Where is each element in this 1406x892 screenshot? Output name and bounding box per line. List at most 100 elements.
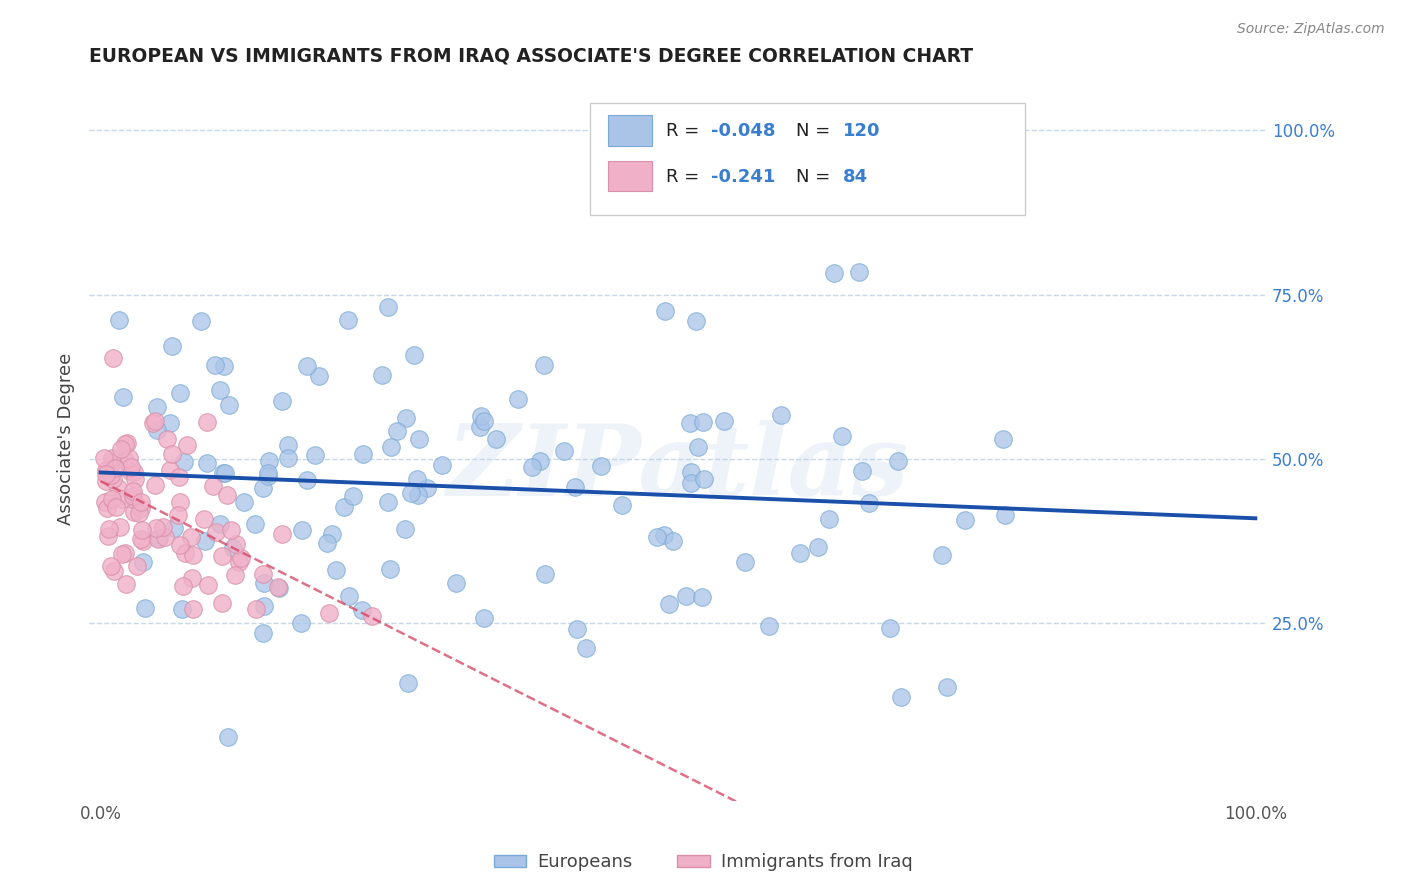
Point bbox=[208, 383, 231, 397]
Point bbox=[468, 420, 491, 434]
Point bbox=[122, 505, 145, 519]
Point bbox=[252, 482, 274, 496]
Point bbox=[131, 523, 153, 537]
Point bbox=[316, 536, 339, 550]
Point bbox=[253, 599, 276, 614]
Point bbox=[129, 532, 152, 546]
Text: N =: N = bbox=[796, 168, 835, 186]
Text: Source: ZipAtlas.com: Source: ZipAtlas.com bbox=[1237, 22, 1385, 37]
Point bbox=[690, 590, 713, 604]
Point bbox=[174, 546, 197, 560]
Legend: Europeans, Immigrants from Iraq: Europeans, Immigrants from Iraq bbox=[486, 847, 920, 879]
Point bbox=[115, 577, 138, 591]
Point bbox=[377, 301, 399, 315]
Point bbox=[380, 440, 402, 454]
Point bbox=[851, 465, 873, 479]
Point bbox=[297, 473, 319, 487]
Text: N =: N = bbox=[796, 121, 835, 140]
Point bbox=[332, 500, 354, 514]
Point bbox=[325, 563, 347, 577]
Point bbox=[224, 567, 246, 582]
Point bbox=[181, 602, 204, 616]
Point bbox=[118, 451, 141, 466]
Point bbox=[931, 548, 953, 562]
Point bbox=[769, 408, 792, 422]
Point bbox=[205, 525, 228, 540]
Point bbox=[352, 447, 374, 461]
Point bbox=[122, 465, 145, 479]
Point bbox=[193, 512, 215, 526]
Point bbox=[97, 529, 120, 543]
Point bbox=[291, 523, 314, 537]
Point bbox=[96, 501, 118, 516]
FancyBboxPatch shape bbox=[609, 115, 652, 145]
Point bbox=[245, 602, 267, 616]
Point bbox=[485, 432, 508, 446]
Point bbox=[146, 423, 169, 437]
Point bbox=[132, 534, 155, 549]
Point bbox=[645, 530, 668, 544]
Point bbox=[103, 565, 125, 579]
Point bbox=[243, 516, 266, 531]
Point bbox=[156, 433, 179, 447]
Point bbox=[212, 359, 235, 374]
Point bbox=[167, 470, 190, 484]
Point bbox=[225, 537, 247, 551]
Point bbox=[259, 454, 281, 468]
Point bbox=[686, 440, 709, 454]
Point bbox=[100, 491, 122, 506]
Point bbox=[211, 549, 233, 563]
Text: -0.048: -0.048 bbox=[711, 121, 776, 140]
Point bbox=[858, 496, 880, 510]
Point bbox=[297, 359, 319, 373]
Point bbox=[953, 513, 976, 527]
Point bbox=[122, 490, 145, 504]
Point bbox=[991, 432, 1014, 446]
Text: -0.241: -0.241 bbox=[711, 168, 775, 186]
Point bbox=[267, 582, 290, 596]
Point bbox=[371, 368, 394, 383]
Point bbox=[575, 640, 598, 655]
Point bbox=[887, 454, 910, 468]
Point bbox=[564, 479, 586, 493]
Point bbox=[115, 435, 138, 450]
Point bbox=[591, 458, 613, 473]
Point bbox=[181, 570, 204, 584]
Text: R =: R = bbox=[666, 121, 706, 140]
Point bbox=[879, 621, 901, 635]
Point bbox=[100, 468, 122, 483]
Point bbox=[160, 447, 183, 461]
Point bbox=[120, 460, 142, 475]
Point bbox=[692, 415, 714, 429]
Point bbox=[143, 414, 166, 428]
Point bbox=[387, 424, 409, 438]
Point bbox=[195, 456, 218, 470]
Point bbox=[94, 494, 117, 508]
Point bbox=[169, 538, 191, 552]
Point bbox=[202, 479, 225, 493]
Point bbox=[654, 304, 676, 318]
Point bbox=[662, 534, 685, 549]
Point bbox=[143, 478, 166, 492]
Point bbox=[267, 580, 290, 594]
Point bbox=[318, 606, 340, 620]
Point bbox=[114, 453, 136, 467]
Point bbox=[271, 393, 294, 408]
Point bbox=[679, 416, 702, 430]
Point bbox=[167, 508, 190, 523]
Point bbox=[197, 577, 219, 591]
Point bbox=[93, 451, 115, 466]
Point bbox=[252, 567, 274, 582]
Point bbox=[394, 522, 416, 536]
Point bbox=[679, 475, 702, 490]
Point bbox=[148, 532, 170, 546]
Point bbox=[111, 547, 134, 561]
Point bbox=[160, 339, 183, 353]
Point bbox=[110, 442, 132, 456]
Point bbox=[534, 567, 557, 582]
Point bbox=[470, 409, 492, 423]
Point bbox=[789, 546, 811, 560]
Point bbox=[134, 601, 156, 615]
Point bbox=[131, 555, 153, 569]
Point bbox=[172, 602, 194, 616]
